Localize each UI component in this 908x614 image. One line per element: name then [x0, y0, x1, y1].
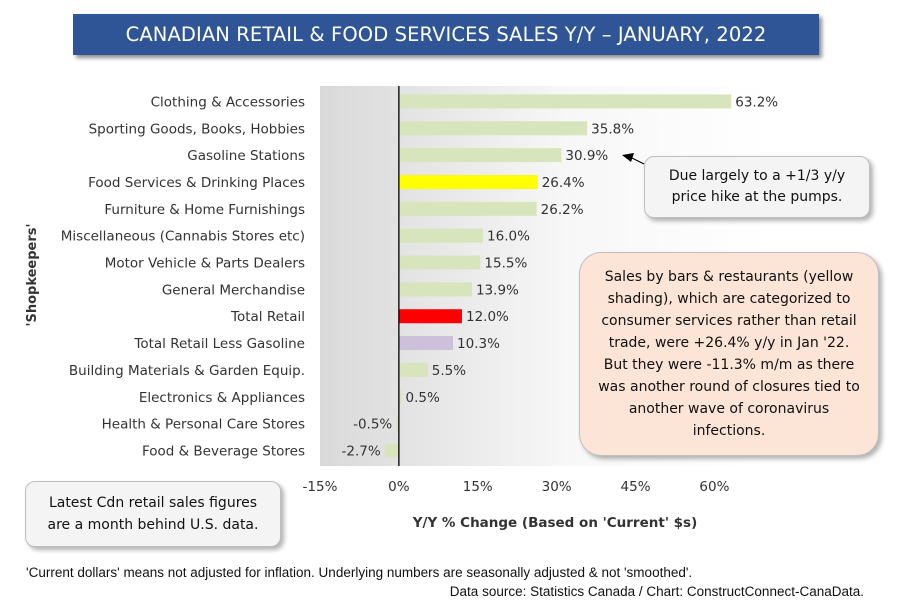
x-tick-label-0: -15% [303, 479, 338, 495]
bar-4 [398, 201, 537, 216]
data-source: Data source: Statistics Canada / Chart: … [449, 584, 864, 599]
bar-11 [398, 389, 402, 404]
bar-5 [398, 228, 484, 243]
value-label-0: 63.2% [735, 94, 778, 110]
value-label-1: 35.8% [591, 121, 634, 137]
bar-13 [384, 443, 399, 458]
chart-title: CANADIAN RETAIL & FOOD SERVICES SALES Y/… [73, 14, 819, 55]
value-label-2: 30.9% [565, 148, 608, 164]
value-label-3: 26.4% [542, 175, 585, 191]
x-tick-label-4: 45% [621, 479, 651, 495]
category-label-1: Sporting Goods, Books, Hobbies [89, 121, 305, 137]
x-tick-label-1: 0% [388, 479, 410, 495]
value-label-12: -0.5% [353, 417, 392, 433]
bar-2 [398, 148, 562, 163]
bar-6 [398, 255, 481, 270]
data-lag-callout-text: Latest Cdn retail sales figures are a mo… [47, 495, 259, 533]
category-label-13: Food & Beverage Stores [142, 443, 305, 459]
restaurants-callout-text: Sales by bars & restaurants (yellow shad… [598, 269, 860, 439]
value-label-8: 12.0% [466, 309, 509, 325]
value-label-10: 5.5% [432, 363, 466, 379]
category-label-8: Total Retail [230, 309, 305, 325]
x-tick-label-2: 15% [463, 479, 493, 495]
pumps-callout-text: Due largely to a +1/3 y/y price hike at … [668, 168, 846, 205]
bar-1 [398, 121, 588, 136]
bar-0 [398, 94, 732, 109]
value-label-13: -2.7% [342, 443, 381, 459]
bar-10 [398, 362, 428, 377]
category-label-2: Gasoline Stations [187, 148, 305, 164]
category-label-11: Electronics & Appliances [139, 390, 305, 406]
callout-arrow [622, 153, 645, 165]
pumps-callout: Due largely to a +1/3 y/y price hike at … [644, 156, 870, 218]
category-label-4: Furniture & Home Furnishings [104, 202, 305, 218]
value-label-7: 13.9% [476, 282, 519, 298]
value-label-11: 0.5% [406, 390, 440, 406]
restaurants-callout: Sales by bars & restaurants (yellow shad… [579, 252, 879, 456]
x-tick-label-5: 60% [699, 479, 729, 495]
value-label-9: 10.3% [457, 336, 500, 352]
bar-3 [398, 174, 538, 189]
data-lag-callout: Latest Cdn retail sales figures are a mo… [25, 481, 281, 547]
category-label-7: General Merchandise [162, 282, 305, 298]
value-label-5: 16.0% [487, 229, 530, 245]
category-label-5: Miscellaneous (Cannabis Stores etc) [61, 229, 305, 245]
category-label-12: Health & Personal Care Stores [102, 417, 305, 433]
category-label-3: Food Services & Drinking Places [88, 175, 305, 191]
y-axis-title: 'Shopkeepers' [25, 223, 40, 326]
bar-7 [398, 282, 472, 297]
x-tick-label-3: 30% [542, 479, 572, 495]
footnote: 'Current dollars' means not adjusted for… [26, 565, 693, 580]
category-label-9: Total Retail Less Gasoline [133, 336, 305, 352]
bar-12 [396, 416, 399, 431]
category-label-10: Building Materials & Garden Equip. [69, 363, 305, 379]
value-label-6: 15.5% [484, 256, 527, 272]
category-label-0: Clothing & Accessories [151, 94, 305, 110]
value-label-4: 26.2% [541, 202, 584, 218]
bar-8 [398, 309, 462, 324]
category-label-6: Motor Vehicle & Parts Dealers [105, 256, 305, 272]
bar-9 [398, 336, 454, 351]
x-axis-title: Y/Y % Change (Based on 'Current' $s) [412, 515, 698, 531]
